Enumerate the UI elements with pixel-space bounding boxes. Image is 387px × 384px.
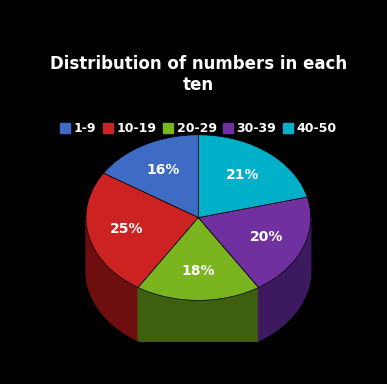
- Polygon shape: [199, 135, 307, 218]
- Text: Distribution of numbers in each
ten: Distribution of numbers in each ten: [50, 55, 347, 94]
- Legend: 1-9, 10-19, 20-29, 30-39, 40-50: 1-9, 10-19, 20-29, 30-39, 40-50: [55, 118, 341, 141]
- Polygon shape: [199, 197, 311, 288]
- Text: 20%: 20%: [250, 230, 283, 244]
- Polygon shape: [138, 288, 259, 354]
- Text: 18%: 18%: [182, 265, 215, 278]
- Polygon shape: [259, 218, 311, 341]
- Text: 25%: 25%: [110, 222, 144, 236]
- Polygon shape: [86, 220, 138, 341]
- Ellipse shape: [86, 188, 311, 354]
- Polygon shape: [138, 218, 259, 300]
- Text: 16%: 16%: [146, 164, 180, 177]
- Text: 21%: 21%: [226, 168, 260, 182]
- Polygon shape: [86, 173, 199, 288]
- Polygon shape: [103, 135, 199, 218]
